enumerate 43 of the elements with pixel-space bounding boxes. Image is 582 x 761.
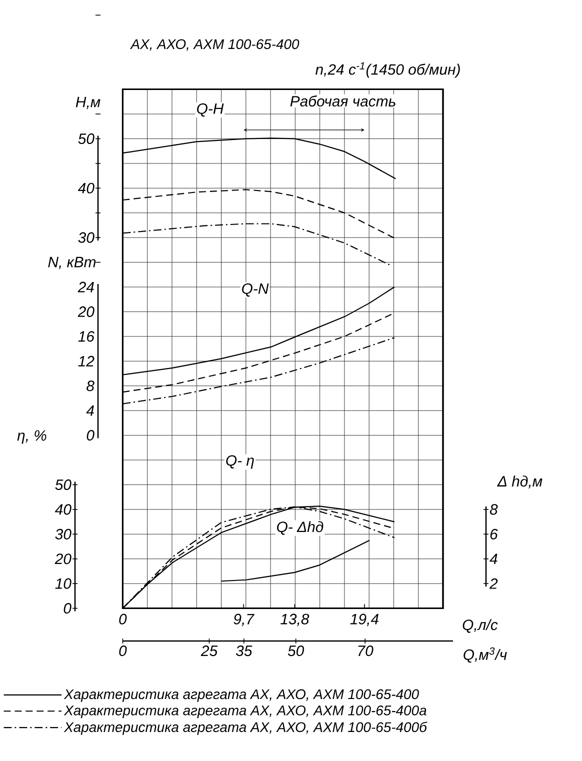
annotation: Q-H: [197, 103, 224, 117]
x2-tick-label: 50: [288, 646, 304, 656]
x2-tick-label: 0: [119, 646, 127, 656]
x-tick-label: 0: [119, 614, 127, 624]
x2-tick-label: 70: [358, 646, 374, 656]
annotation: Q-N: [242, 283, 269, 297]
text: n,24 с$^{-1}$(1450 об/мин): [316, 62, 460, 78]
y2-tick-label: 20: [78, 306, 94, 318]
x2-axis-title: Q,м$^{3}$/ч: [464, 647, 507, 663]
chart-title: АХ, АХО, АХМ 100-65-400: [130, 39, 300, 51]
annotation: Q- η: [226, 455, 254, 469]
y-tick-label: 50: [78, 133, 94, 144]
legend-label: Характеристика агрегата АХ, АХО, АХМ 100-65-400: [64, 689, 419, 702]
y3-tick-label: 0: [64, 603, 72, 614]
y-tick-label: 6: [490, 528, 498, 540]
legend-label: Характеристика агрегата АХ, АХО, АХМ 100-65-400б: [64, 722, 428, 735]
y3-tick-label: 10: [55, 578, 72, 589]
annotation: Q- Δhд: [277, 521, 324, 535]
y3-tick-label: 40: [54, 504, 72, 515]
x-tick-label: 13,8: [280, 614, 310, 626]
y-tick-label: 8: [490, 504, 498, 515]
y3-tick-label: 20: [54, 554, 72, 564]
x-axis-title: Q,л/с: [462, 619, 498, 633]
x2-tick-label: 35: [236, 646, 252, 656]
y2-tick-label: 12: [78, 356, 94, 366]
x-tick-label: 19,4: [350, 614, 378, 626]
y-axis-title: H,м: [76, 96, 100, 110]
y2-axis-title: N, кВт: [48, 256, 96, 270]
y-tick-label: 40: [78, 182, 94, 194]
y-tick-label: 30: [78, 232, 94, 243]
x2-tick-label: 25: [200, 646, 218, 656]
x-tick-label: 9,7: [234, 614, 254, 626]
annotation: Рабочая часть: [290, 95, 396, 107]
y3-axis-title: η, %: [17, 430, 46, 444]
y2-tick-label: 16: [78, 331, 94, 342]
y3-tick-label: 50: [55, 479, 72, 490]
y-tick-label: 4: [490, 554, 498, 564]
y-tick-label: 2: [489, 578, 498, 589]
y-axis-title: Δ hд,м: [497, 476, 542, 488]
y2-tick-label: 0: [86, 430, 94, 441]
y3-tick-label: 30: [55, 528, 72, 540]
legend-label: Характеристика агрегата АХ, АХО, АХМ 100-65-400а: [64, 706, 426, 718]
y2-tick-label: 24: [78, 282, 94, 292]
